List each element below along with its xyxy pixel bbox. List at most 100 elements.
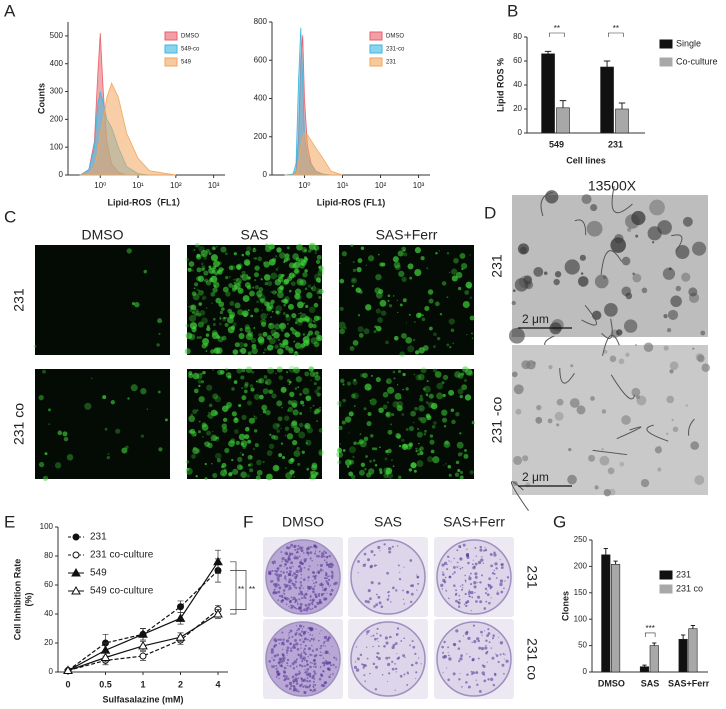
colony	[290, 543, 294, 547]
fluorescence	[386, 401, 389, 404]
fluorescence	[436, 336, 441, 341]
organelle	[631, 387, 641, 397]
colony	[485, 644, 487, 647]
x-tick-label: 4	[215, 679, 220, 689]
colony	[291, 675, 295, 679]
fluorescence	[374, 287, 381, 294]
colony	[366, 657, 369, 660]
significance-bracket	[230, 561, 237, 615]
micrograph	[184, 242, 324, 357]
organelle	[568, 448, 572, 452]
organelle	[697, 354, 705, 363]
fluorescence	[260, 299, 265, 303]
colony	[312, 684, 314, 686]
fluorescence	[418, 404, 425, 412]
colony	[467, 561, 470, 565]
fluorescence	[339, 262, 341, 265]
fluorescence	[302, 387, 310, 395]
colony	[325, 571, 328, 574]
colony	[305, 659, 309, 663]
fluorescence	[276, 423, 281, 428]
colony	[331, 572, 334, 575]
fluorescence	[193, 308, 200, 316]
fluorescence	[420, 367, 427, 374]
fluorescence	[350, 393, 356, 399]
colony	[303, 647, 306, 650]
fluorescence	[237, 287, 244, 294]
colony	[378, 601, 382, 605]
colony	[476, 637, 480, 641]
colony	[504, 580, 506, 582]
fluorescence	[245, 333, 253, 341]
column-label: SAS+Ferr	[443, 514, 505, 530]
fluorescence	[444, 440, 449, 445]
colony	[309, 627, 311, 629]
colony	[410, 584, 413, 587]
colony	[468, 589, 471, 591]
colony	[317, 593, 321, 596]
fluorescence	[198, 430, 201, 434]
colony	[459, 657, 463, 661]
bar	[541, 53, 555, 134]
colony	[414, 678, 416, 680]
colony	[372, 634, 375, 637]
fluorescence	[250, 455, 253, 459]
organelle	[647, 226, 662, 241]
fluorescence	[318, 296, 322, 299]
colony	[287, 677, 290, 680]
fluorescence	[107, 453, 110, 456]
colony	[499, 559, 501, 561]
panel-label: B	[507, 1, 518, 20]
fluorescence	[277, 348, 284, 355]
colony	[314, 593, 317, 596]
fluorescence	[379, 262, 384, 267]
fluorescence	[285, 371, 289, 374]
colony	[274, 573, 277, 576]
plate	[434, 619, 514, 699]
colony	[304, 685, 308, 689]
colony	[298, 624, 303, 628]
colony	[470, 610, 472, 612]
colony	[277, 584, 280, 587]
error-bar	[603, 547, 608, 555]
fluorescence	[238, 403, 242, 408]
fluorescence	[208, 252, 212, 256]
colony	[300, 584, 303, 587]
fluorescence	[194, 242, 200, 248]
fluorescence	[216, 458, 221, 463]
x-tick-label: SAS+Ferr	[668, 678, 710, 688]
fluorescence	[213, 247, 216, 250]
colony	[415, 661, 418, 665]
fluorescence	[278, 453, 283, 458]
fluorescence	[205, 307, 208, 309]
colony	[291, 662, 295, 666]
marker	[139, 652, 147, 660]
colony	[303, 596, 306, 599]
x-tick-label: 10⁰	[298, 181, 310, 190]
colony	[391, 660, 394, 663]
fluorescence	[198, 420, 201, 423]
colony	[399, 571, 401, 573]
fluorescence	[216, 270, 221, 274]
fluorescence	[258, 287, 264, 292]
colony	[377, 582, 381, 585]
colony	[321, 592, 324, 596]
fluorescence	[401, 443, 409, 450]
fluorescence	[433, 332, 437, 337]
colony	[474, 591, 476, 594]
colony	[455, 599, 458, 603]
y-axis-label: Lipid ROS %	[495, 58, 505, 112]
fluorescence	[450, 328, 455, 333]
fluorescence	[314, 248, 317, 251]
fluorescence	[352, 392, 359, 400]
colony	[417, 582, 420, 585]
colony	[415, 671, 418, 674]
fluorescence	[379, 299, 387, 307]
colony	[290, 606, 293, 610]
fluorescence	[426, 267, 429, 270]
y-axis-label: Clones	[560, 591, 570, 621]
colony	[298, 555, 301, 558]
colony	[403, 673, 406, 676]
fluorescence	[318, 428, 324, 433]
colony	[274, 591, 278, 595]
